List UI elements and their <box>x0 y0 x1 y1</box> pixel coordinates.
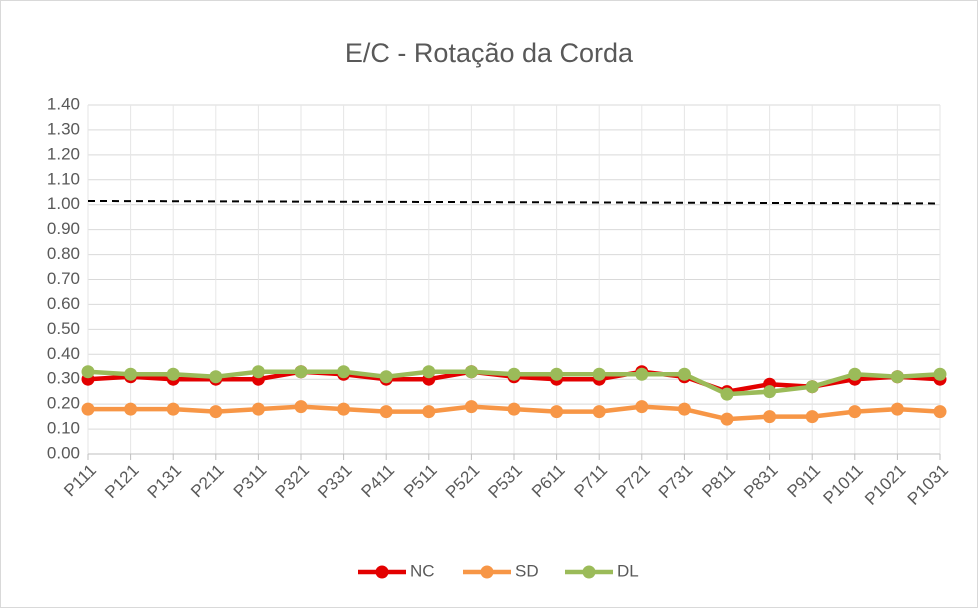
marker <box>635 367 649 381</box>
y-tick-label: 0.80 <box>47 244 80 263</box>
marker <box>550 405 564 419</box>
marker <box>251 365 265 379</box>
marker <box>677 402 691 416</box>
marker <box>933 405 947 419</box>
marker <box>890 370 904 384</box>
marker <box>677 367 691 381</box>
dashed-line <box>87 199 941 205</box>
legend-marker <box>582 565 596 579</box>
y-tick-label: 1.20 <box>47 144 80 163</box>
marker <box>763 385 777 399</box>
y-tick-label: 0.60 <box>47 294 80 313</box>
marker <box>379 405 393 419</box>
marker <box>294 400 308 414</box>
marker <box>592 405 606 419</box>
marker <box>124 402 138 416</box>
marker <box>848 367 862 381</box>
marker <box>294 365 308 379</box>
marker <box>763 410 777 424</box>
marker <box>209 370 223 384</box>
legend-label: DL <box>617 561 639 580</box>
y-tick-label: 1.30 <box>47 119 80 138</box>
marker <box>81 402 95 416</box>
legend-marker <box>375 565 389 579</box>
marker <box>592 367 606 381</box>
marker <box>720 387 734 401</box>
marker <box>890 402 904 416</box>
y-tick-label: 1.40 <box>47 94 80 113</box>
marker <box>251 402 265 416</box>
marker <box>124 367 138 381</box>
marker <box>422 405 436 419</box>
y-tick-label: 1.00 <box>47 194 80 213</box>
marker <box>422 365 436 379</box>
chart-title: E/C - Rotação da Corda <box>345 38 634 68</box>
marker <box>507 367 521 381</box>
marker <box>166 402 180 416</box>
marker <box>550 367 564 381</box>
y-tick-label: 0.30 <box>47 369 80 388</box>
y-tick-label: 0.70 <box>47 269 80 288</box>
marker <box>379 370 393 384</box>
y-tick-label: 0.90 <box>47 219 80 238</box>
y-tick-label: 0.00 <box>47 443 80 462</box>
marker <box>166 367 180 381</box>
marker <box>209 405 223 419</box>
marker <box>635 400 649 414</box>
marker <box>848 405 862 419</box>
marker <box>464 365 478 379</box>
y-tick-label: 1.10 <box>47 169 80 188</box>
marker <box>805 410 819 424</box>
marker <box>337 402 351 416</box>
legend-label: SD <box>515 561 539 580</box>
marker <box>720 412 734 426</box>
y-tick-label: 0.40 <box>47 344 80 363</box>
marker <box>81 365 95 379</box>
legend-label: NC <box>410 561 435 580</box>
y-tick-label: 0.20 <box>47 394 80 413</box>
marker <box>337 365 351 379</box>
marker <box>933 367 947 381</box>
marker <box>464 400 478 414</box>
marker <box>805 380 819 394</box>
marker <box>507 402 521 416</box>
legend-marker <box>480 565 494 579</box>
y-tick-label: 0.10 <box>47 419 80 438</box>
y-tick-label: 0.50 <box>47 319 80 338</box>
